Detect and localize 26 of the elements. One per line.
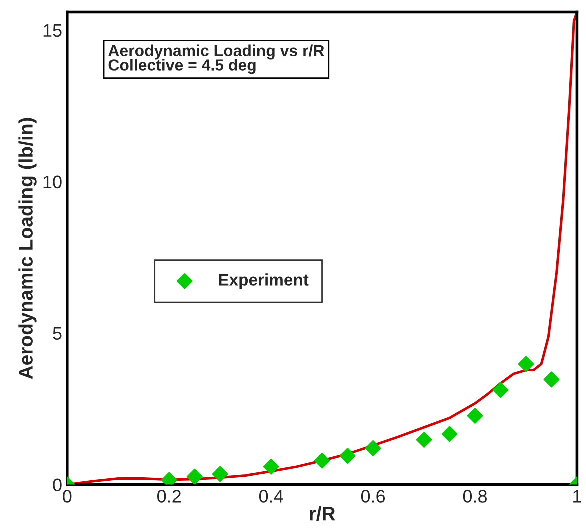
y-tick-label: 5 — [53, 327, 62, 340]
point — [492, 382, 509, 398]
x-tick-label: 0.6 — [361, 490, 386, 503]
text: Aerodynamic Loading vs r/R Collective = 4.5 deg — [108, 44, 324, 74]
x-axis-title: r/R — [310, 506, 336, 521]
point — [518, 356, 534, 372]
legend-label: Experiment — [219, 274, 309, 290]
point — [544, 372, 560, 388]
x-tick-label: 1 — [574, 490, 582, 503]
y-tick-label: 10 — [44, 176, 62, 189]
x-tick-label: 0 — [63, 490, 72, 503]
y-tick-label: 15 — [44, 24, 62, 38]
point — [212, 466, 228, 482]
point — [365, 440, 382, 456]
point — [340, 448, 356, 464]
point — [314, 452, 330, 469]
point — [416, 432, 432, 448]
point — [467, 408, 484, 424]
y-tick-label: 0 — [53, 478, 62, 492]
x-tick-label: 0.2 — [158, 490, 181, 503]
point — [263, 458, 280, 475]
x-tick-label: 0.4 — [259, 490, 284, 503]
point — [442, 426, 458, 442]
y-axis-title: Aerodynamic Loading (lb/in) — [18, 118, 37, 380]
point — [186, 468, 203, 485]
x-tick-label: 0.8 — [463, 490, 488, 503]
